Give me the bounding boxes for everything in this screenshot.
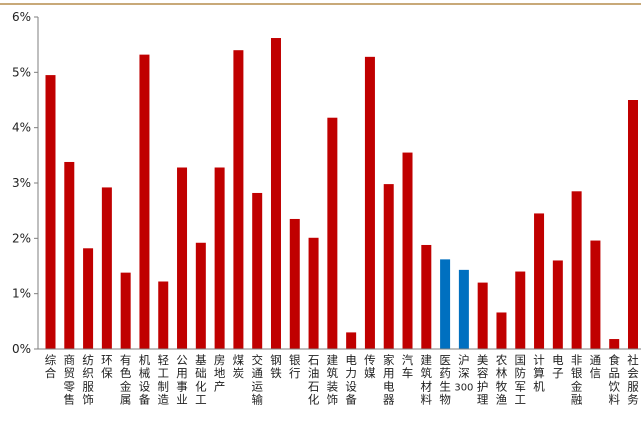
x-tick-label: 煤炭 bbox=[233, 353, 245, 380]
bar bbox=[421, 244, 432, 349]
bar bbox=[515, 271, 526, 349]
x-tick-label: 环保 bbox=[101, 353, 113, 380]
x-tick-label: 通信 bbox=[590, 353, 602, 380]
bars bbox=[45, 38, 638, 350]
bar bbox=[214, 167, 225, 349]
x-tick-label: 电力设备 bbox=[345, 353, 357, 407]
x-tick-label: 房地产 bbox=[214, 353, 226, 393]
bar bbox=[477, 282, 488, 349]
bar bbox=[308, 237, 319, 349]
x-tick-label: 石油石化 bbox=[308, 353, 320, 407]
y-tick-label: 0% bbox=[12, 342, 31, 356]
x-axis: 综合商贸零售纺织服饰环保有色金属机械设备轻工制造公用事业基础化工房地产煤炭交通运… bbox=[38, 348, 641, 407]
x-tick-label: 社会服务 bbox=[627, 353, 639, 407]
bar bbox=[364, 56, 375, 350]
x-tick-label: 国防军工 bbox=[515, 353, 527, 407]
x-tick-label: 钢铁 bbox=[270, 353, 282, 380]
bar bbox=[120, 272, 131, 349]
bar bbox=[552, 260, 563, 349]
x-tick-label: 银行 bbox=[289, 353, 301, 380]
x-tick-label: 计算机 bbox=[533, 353, 545, 393]
y-tick-label: 6% bbox=[12, 10, 31, 24]
x-tick-label: 医药生物 bbox=[439, 353, 451, 407]
x-tick-label: 非银金融 bbox=[571, 353, 583, 407]
bar bbox=[233, 50, 244, 349]
x-tick-label: 公用事业 bbox=[176, 353, 188, 407]
bar bbox=[327, 117, 338, 349]
x-tick-label: 基础化工 bbox=[195, 353, 207, 407]
bar bbox=[590, 240, 601, 349]
bar bbox=[534, 213, 545, 349]
x-tick-label: 美容护理 bbox=[477, 353, 489, 407]
bar bbox=[252, 192, 263, 349]
x-tick-label: 有色金属 bbox=[120, 353, 132, 407]
x-tick-label: 农林牧渔 bbox=[496, 353, 508, 407]
x-tick-label: 机械设备 bbox=[139, 353, 151, 407]
x-tick-label: 综合 bbox=[45, 353, 57, 380]
bar bbox=[383, 184, 394, 349]
bar bbox=[402, 152, 413, 349]
x-tick-label: 家用电器 bbox=[383, 353, 395, 407]
top-rule bbox=[0, 3, 641, 5]
x-tick-label: 纺织服饰 bbox=[82, 353, 94, 407]
x-tick-label: 商贸零售 bbox=[64, 353, 76, 407]
bar bbox=[101, 187, 112, 349]
bar bbox=[83, 248, 94, 349]
bar bbox=[195, 242, 206, 349]
x-tick-label: 汽车 bbox=[402, 353, 414, 380]
y-axis: 0% 1% 2% 3% 4% 5% 6% bbox=[12, 10, 39, 356]
bar bbox=[158, 281, 169, 349]
bar bbox=[139, 54, 150, 349]
bar bbox=[609, 339, 620, 349]
bar bbox=[177, 167, 188, 349]
x-tick-label: 轻工制造 bbox=[157, 353, 169, 407]
bar bbox=[496, 312, 507, 349]
x-tick-label: 建筑装饰 bbox=[327, 353, 339, 407]
bar bbox=[64, 161, 75, 349]
bar bbox=[628, 100, 638, 349]
y-tick-label: 1% bbox=[12, 287, 31, 301]
y-tick-label: 2% bbox=[12, 231, 31, 245]
bar bbox=[289, 218, 300, 349]
x-tick-label: 食品饮料 bbox=[608, 353, 620, 407]
y-tick-label: 5% bbox=[12, 65, 31, 79]
bar bbox=[346, 332, 357, 349]
bar bbox=[270, 38, 281, 349]
x-tick-label: 建筑材料 bbox=[421, 353, 433, 407]
x-tick-label: 电子 bbox=[552, 353, 564, 380]
bar bbox=[440, 259, 451, 349]
x-tick-label: 传媒 bbox=[364, 353, 376, 380]
x-tick-label: 沪深 300 bbox=[454, 353, 473, 393]
y-tick-label: 3% bbox=[12, 176, 31, 190]
y-tick-label: 4% bbox=[12, 121, 31, 135]
bar bbox=[571, 191, 582, 349]
x-tick-label: 交通运输 bbox=[251, 353, 263, 407]
bar bbox=[45, 75, 56, 349]
bar bbox=[458, 269, 469, 349]
